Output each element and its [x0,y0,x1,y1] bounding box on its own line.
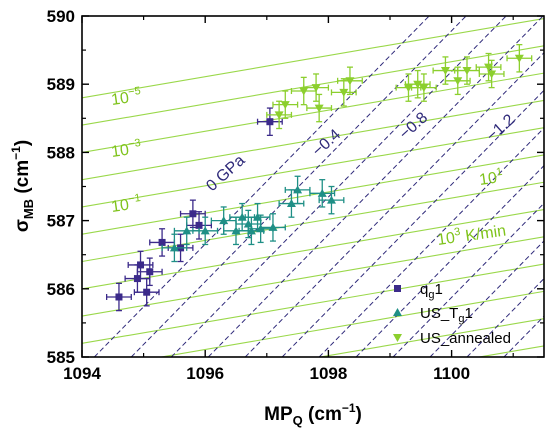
y-tick-label: 590 [47,7,75,26]
data-point-annealed [453,77,463,86]
data-point-annealed [311,84,321,93]
data-point-annealed [514,54,524,63]
pressure-line [244,51,544,357]
legend-label-annealed: US_annealed [420,330,511,347]
data-point-annealed [484,63,494,72]
legend: qg1 US_Tg1 US_annealed [393,281,511,347]
pressure-label-0: 0 GPa [203,152,248,195]
x-tick-label: 1096 [186,364,224,383]
rate-line [82,208,544,290]
data-point-qg1 [195,221,203,229]
data-point-UST [268,222,278,231]
rate-line [82,99,544,181]
rate-label-1e-1: 10−1 [110,192,143,216]
data-point-qg1 [115,293,123,301]
y-tick-label: 586 [47,280,75,299]
data-point-annealed [339,88,349,97]
data-points [105,43,533,312]
data-point-annealed [345,77,355,86]
rate-label-1e3: 103 K/min [436,220,507,249]
data-point-UST [253,212,263,221]
data-point-qg1 [133,275,141,283]
data-point-UST [293,185,303,194]
data-point-qg1 [158,238,166,246]
pressure-label-m1.2: −1.2 [483,111,518,145]
data-point-qg1 [266,118,274,126]
rate-line [317,318,544,357]
data-point-UST [182,226,192,235]
rate-line [82,72,544,153]
data-point-qg1 [189,210,197,218]
rate-line [82,263,544,344]
data-point-UST [243,219,253,228]
data-point-annealed [487,70,497,79]
data-point-qg1 [146,268,154,276]
y-tick-label: 588 [47,143,75,162]
legend-label-ust: US_Tg1 [420,305,473,325]
rate-line [82,127,544,208]
y-tick-label: 585 [47,348,75,367]
data-point-UST [219,216,229,225]
data-point-UST [286,199,296,208]
data-point-UST [237,212,247,221]
data-point-annealed [299,87,309,96]
ticks: 1094 1096 1098 1100 585 586 587 588 589 590 [47,7,544,383]
data-point-annealed [462,67,472,76]
rate-line [82,181,544,263]
rate-line [158,290,544,357]
x-tick-label: 1098 [309,364,347,383]
data-point-UST [169,243,179,252]
data-point-UST [200,226,210,235]
x-tick-label: 1094 [63,364,101,383]
rate-label-1e-5: 10−5 [110,85,143,109]
data-point-UST [231,226,241,235]
legend-marker-qg1 [394,285,401,292]
legend-marker-annealed [393,334,402,342]
rate-line [82,18,544,99]
legend-label-qg1: qg1 [420,281,443,301]
x-axis-title: MPQ (cm−1) [264,401,362,428]
data-point-annealed [440,67,450,76]
rate-label-1e-3: 10−3 [110,137,143,161]
data-point-UST [326,195,336,204]
y-axis-title: σMB (cm−1) [9,140,36,232]
rate-line [82,236,544,317]
x-tick-label: 1100 [433,364,470,383]
pressure-label-m0.4: −0.4 [309,126,344,160]
data-point-UST [246,226,256,235]
data-point-qg1 [143,288,151,296]
legend-marker-ust [393,308,402,316]
pressure-label-m0.8: −0.8 [396,109,431,143]
data-point-annealed [280,101,290,110]
rate-label-1e1: 101 [478,166,504,189]
y-tick-label: 587 [47,212,75,231]
data-point-UST [317,188,327,197]
data-point-annealed [274,111,284,120]
y-tick-label: 589 [47,75,75,94]
plot-frame [81,15,545,358]
data-point-qg1 [137,261,145,269]
data-point-annealed [314,104,324,113]
data-point-annealed [403,84,413,93]
data-point-annealed [419,84,429,93]
data-point-annealed [413,80,423,89]
